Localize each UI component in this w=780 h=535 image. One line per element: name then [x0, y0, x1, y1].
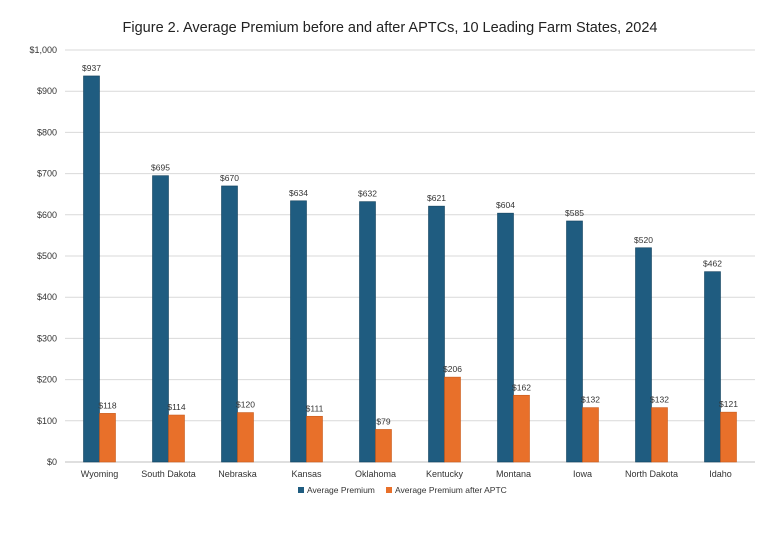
data-label: $121: [719, 399, 738, 409]
bar-average-premium: [152, 175, 169, 463]
data-label: $132: [650, 395, 669, 405]
data-label: $120: [236, 400, 255, 410]
bar-premium-after-aptc: [582, 407, 599, 463]
x-tick-label: Kentucky: [426, 469, 464, 479]
bar-premium-after-aptc: [168, 414, 185, 463]
y-tick-label: $1,000: [29, 45, 57, 55]
x-tick-label: South Dakota: [141, 469, 196, 479]
y-tick-label: $800: [37, 127, 57, 137]
bar-premium-after-aptc: [375, 429, 392, 463]
x-tick-label: North Dakota: [625, 469, 678, 479]
data-label: $695: [151, 163, 170, 173]
legend-swatch-average-premium: [298, 487, 304, 493]
chart-title: Figure 2. Average Premium before and aft…: [122, 20, 658, 36]
y-tick-label: $500: [37, 251, 57, 261]
y-tick-label: $900: [37, 86, 57, 96]
bar-premium-after-aptc: [306, 415, 323, 463]
y-tick-label: $200: [37, 375, 57, 385]
data-label: $670: [220, 173, 239, 183]
data-label: $632: [358, 189, 377, 199]
legend-swatch-after-aptc: [386, 487, 392, 493]
data-label: $604: [496, 200, 515, 210]
x-tick-label: Iowa: [573, 469, 592, 479]
data-label: $79: [376, 416, 390, 426]
y-tick-label: $0: [47, 457, 57, 467]
data-label: $118: [98, 400, 117, 410]
data-label: $114: [167, 402, 186, 412]
x-tick-label: Nebraska: [218, 469, 257, 479]
data-label: $111: [306, 403, 324, 413]
bar-premium-after-aptc: [720, 411, 737, 463]
bar-premium-after-aptc: [651, 407, 668, 463]
y-tick-label: $100: [37, 416, 57, 426]
data-label: $162: [512, 382, 531, 392]
x-tick-label: Idaho: [709, 469, 732, 479]
bar-average-premium: [635, 247, 652, 463]
x-tick-label: Kansas: [291, 469, 322, 479]
bar-average-premium: [290, 200, 307, 463]
bar-premium-after-aptc: [513, 394, 530, 463]
legend-label: Average Premium after APTC: [395, 485, 507, 495]
bar-average-premium: [566, 220, 583, 463]
x-tick-label: Oklahoma: [355, 469, 396, 479]
x-tick-label: Montana: [496, 469, 531, 479]
data-label: $206: [443, 364, 462, 374]
bar-premium-after-aptc: [237, 412, 254, 463]
bar-premium-after-aptc: [99, 413, 116, 463]
legend-label: Average Premium: [307, 485, 375, 495]
data-label: $937: [82, 63, 101, 73]
bar-average-premium: [704, 271, 721, 463]
bar-average-premium: [83, 75, 100, 463]
bar-average-premium: [428, 205, 445, 463]
bar-premium-after-aptc: [444, 376, 461, 463]
bar-average-premium: [221, 185, 238, 463]
y-tick-label: $700: [37, 169, 57, 179]
data-label: $585: [565, 208, 584, 218]
data-label: $462: [703, 259, 722, 269]
bar-average-premium: [497, 212, 514, 463]
y-tick-label: $400: [37, 292, 57, 302]
data-label: $621: [427, 193, 446, 203]
y-tick-label: $600: [37, 210, 57, 220]
bar-average-premium: [359, 201, 376, 463]
y-tick-label: $300: [37, 333, 57, 343]
data-label: $520: [634, 235, 653, 245]
x-tick-label: Wyoming: [81, 469, 118, 479]
data-label: $634: [289, 188, 308, 198]
data-label: $132: [581, 395, 600, 405]
